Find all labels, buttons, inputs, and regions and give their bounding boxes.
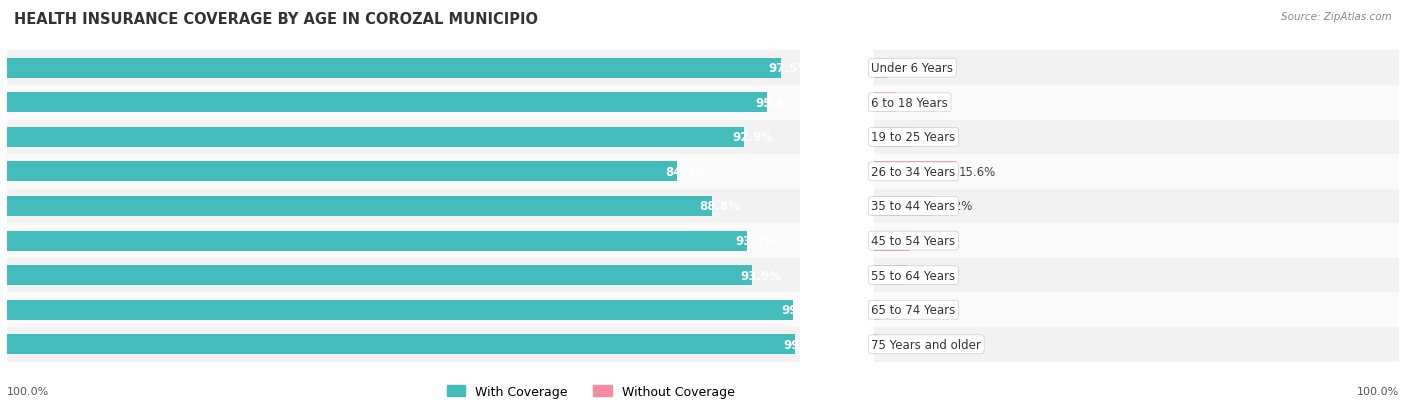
- Bar: [7, 224, 800, 258]
- Text: 88.8%: 88.8%: [700, 200, 741, 213]
- Bar: [875, 128, 911, 147]
- Text: 100.0%: 100.0%: [1357, 387, 1399, 396]
- Bar: [875, 300, 879, 320]
- Bar: [7, 93, 768, 113]
- Bar: [875, 258, 1399, 293]
- Bar: [875, 189, 1399, 224]
- Bar: [875, 51, 1399, 86]
- Text: Under 6 Years: Under 6 Years: [872, 62, 953, 75]
- Bar: [875, 327, 1399, 362]
- Bar: [7, 266, 752, 285]
- Text: 93.9%: 93.9%: [740, 269, 782, 282]
- Bar: [875, 266, 905, 285]
- Text: 45 to 54 Years: 45 to 54 Years: [872, 235, 956, 247]
- Text: 99.1%: 99.1%: [782, 304, 823, 316]
- Bar: [875, 162, 956, 182]
- Text: 97.5%: 97.5%: [769, 62, 810, 75]
- Bar: [7, 258, 800, 293]
- Text: Source: ZipAtlas.com: Source: ZipAtlas.com: [1281, 12, 1392, 22]
- Text: 26 to 34 Years: 26 to 34 Years: [872, 166, 956, 178]
- Text: 93.3%: 93.3%: [735, 235, 776, 247]
- Bar: [7, 128, 744, 147]
- Text: 65 to 74 Years: 65 to 74 Years: [872, 304, 956, 316]
- Text: 95.8%: 95.8%: [755, 97, 796, 109]
- Bar: [875, 335, 877, 354]
- Text: 15.6%: 15.6%: [959, 166, 995, 178]
- Bar: [875, 155, 1399, 189]
- Bar: [7, 155, 800, 189]
- Bar: [7, 327, 800, 362]
- Text: 4.2%: 4.2%: [898, 97, 928, 109]
- Bar: [7, 300, 793, 320]
- Text: 6 to 18 Years: 6 to 18 Years: [872, 97, 948, 109]
- Bar: [7, 293, 800, 327]
- Text: 35 to 44 Years: 35 to 44 Years: [872, 200, 956, 213]
- Bar: [7, 86, 800, 120]
- Bar: [7, 51, 800, 86]
- Legend: With Coverage, Without Coverage: With Coverage, Without Coverage: [441, 380, 740, 403]
- Bar: [875, 59, 887, 78]
- Text: 0.71%: 0.71%: [880, 338, 918, 351]
- Bar: [875, 93, 896, 113]
- Text: 99.3%: 99.3%: [783, 338, 824, 351]
- Text: 7.1%: 7.1%: [914, 131, 943, 144]
- Text: 92.9%: 92.9%: [733, 131, 773, 144]
- Bar: [7, 197, 711, 216]
- Text: 55 to 64 Years: 55 to 64 Years: [872, 269, 956, 282]
- Text: HEALTH INSURANCE COVERAGE BY AGE IN COROZAL MUNICIPIO: HEALTH INSURANCE COVERAGE BY AGE IN CORO…: [14, 12, 538, 27]
- Bar: [7, 335, 794, 354]
- Bar: [7, 189, 800, 224]
- Text: 0.89%: 0.89%: [882, 304, 918, 316]
- Text: 11.2%: 11.2%: [935, 200, 973, 213]
- Bar: [875, 231, 910, 251]
- Bar: [7, 59, 780, 78]
- Text: 84.4%: 84.4%: [665, 166, 706, 178]
- Bar: [7, 231, 747, 251]
- Text: 100.0%: 100.0%: [7, 387, 49, 396]
- Text: 19 to 25 Years: 19 to 25 Years: [872, 131, 956, 144]
- Bar: [875, 86, 1399, 120]
- Text: 6.1%: 6.1%: [908, 269, 938, 282]
- Text: 75 Years and older: 75 Years and older: [872, 338, 981, 351]
- Bar: [875, 197, 932, 216]
- Bar: [7, 120, 800, 155]
- Bar: [875, 293, 1399, 327]
- Bar: [7, 162, 676, 182]
- Text: 6.7%: 6.7%: [911, 235, 942, 247]
- Text: 2.5%: 2.5%: [890, 62, 920, 75]
- Bar: [875, 224, 1399, 258]
- Bar: [875, 120, 1399, 155]
